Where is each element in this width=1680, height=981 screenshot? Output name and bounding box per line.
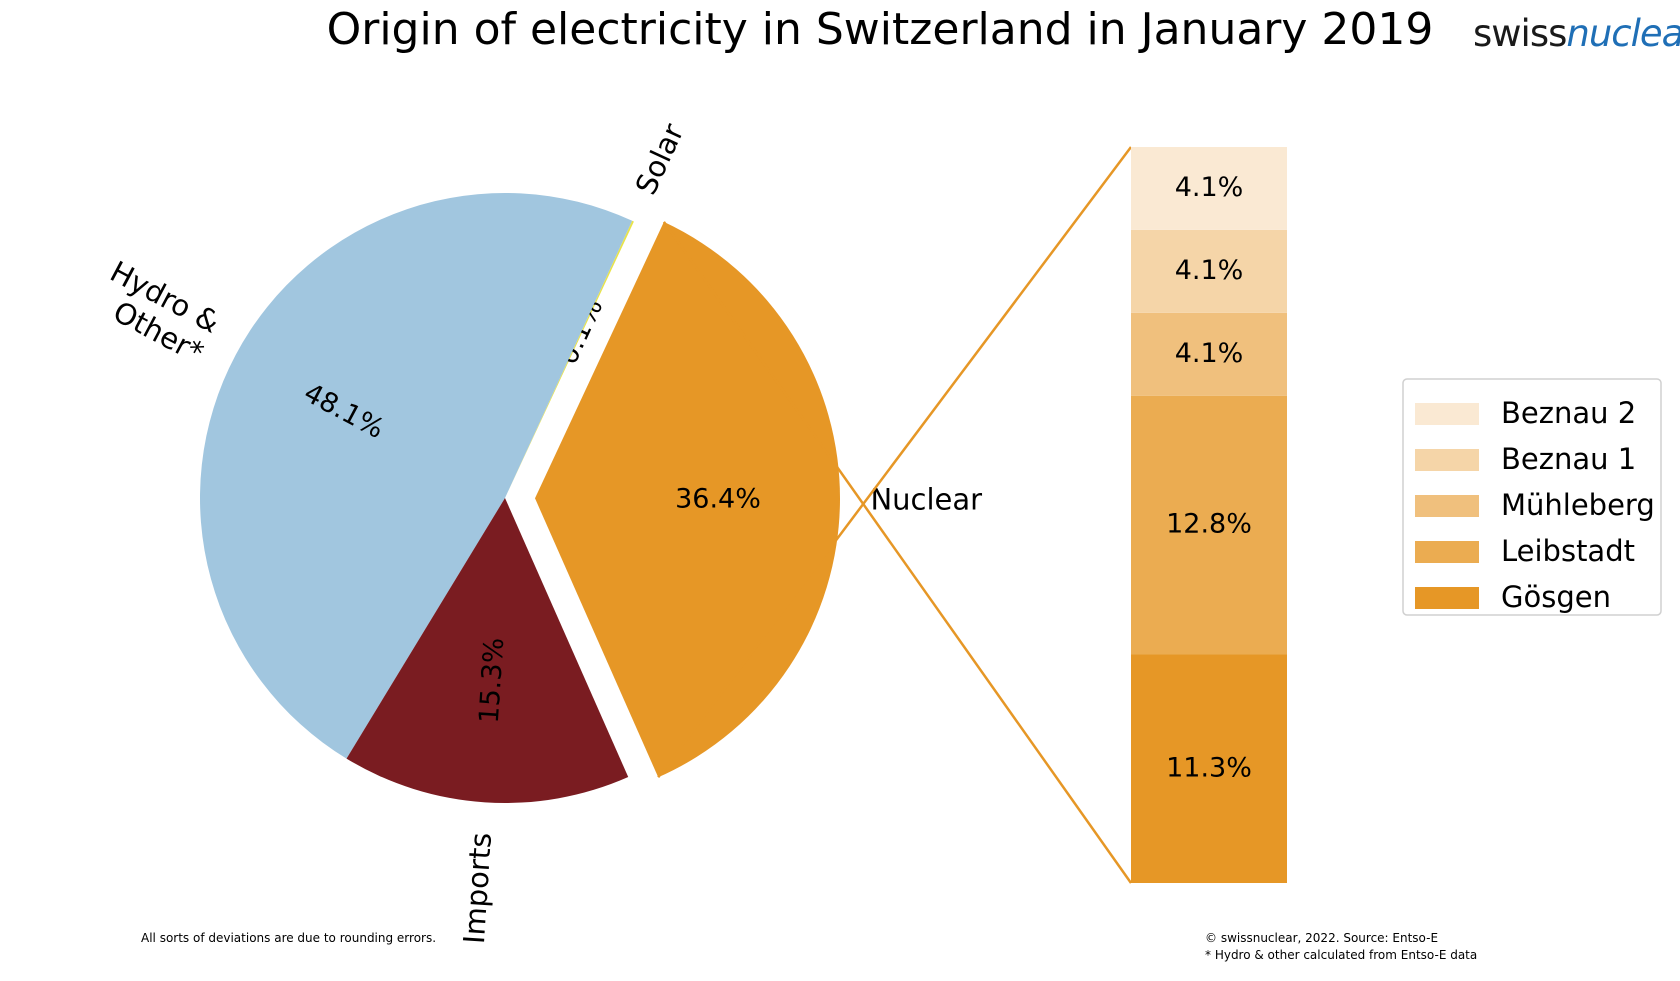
connector-line-top [657, 146, 1132, 779]
pie-category-label-imports: Imports [457, 832, 498, 945]
pie-slice-imports [346, 498, 629, 804]
bar-segment-beznau-2 [1131, 147, 1287, 230]
pie-slice-solar [505, 220, 634, 499]
legend-label-m-hleberg: Mühleberg [1501, 488, 1655, 522]
pie-category-label-hydro-other: Hydro &Other* [89, 254, 225, 370]
swissnuclear-logo: swissnuclear [1473, 12, 1680, 55]
legend-label-g-sgen: Gösgen [1501, 580, 1611, 614]
legend-swatch-g-sgen [1415, 587, 1479, 609]
legend-label-beznau-1: Beznau 1 [1501, 442, 1636, 476]
legend: Beznau 2 Beznau 1 Mühleberg Leibstadt Gösgen [1402, 378, 1662, 616]
source-notes: © swissnuclear, 2022. Source: Entso-E * … [1205, 930, 1477, 964]
connector-line-bottom [662, 221, 1133, 884]
pie-value-label-imports: 15.3% [474, 637, 511, 725]
pie-category-label-line: Solar [629, 118, 691, 199]
footnote: * Hydro & other calculated from Entso-E … [1205, 948, 1478, 962]
bar-value-label-beznau-1: 4.1% [1175, 255, 1244, 286]
logo-text-swiss: swiss [1473, 12, 1567, 55]
bar-value-label-m-hleberg: 4.1% [1175, 338, 1244, 369]
bar-segment-g-sgen [1131, 654, 1287, 883]
copyright-note: © swissnuclear, 2022. Source: Entso-E [1205, 931, 1439, 945]
chart-title: Origin of electricity in Switzerland in … [327, 4, 1434, 55]
bar-value-label-leibstadt: 12.8% [1166, 509, 1252, 540]
legend-label-leibstadt: Leibstadt [1501, 534, 1635, 568]
pie-category-label-line: Imports [457, 832, 498, 945]
pie-category-label-nuclear: Nuclear [870, 483, 982, 517]
pie-value-label-nuclear: 36.4% [675, 484, 761, 515]
connector-lines [657, 146, 1133, 884]
bar-value-label-beznau-2: 4.1% [1175, 172, 1244, 203]
legend-swatch-beznau-2 [1415, 403, 1479, 425]
bar-segment-beznau-1 [1131, 229, 1287, 313]
rounding-note: All sorts of deviations are due to round… [141, 931, 437, 945]
pie-category-label-solar: Solar [629, 118, 691, 199]
pie-slice-hydro-other [200, 193, 633, 759]
legend-swatch-beznau-1 [1415, 449, 1479, 471]
stacked-bar: 11.3% 12.8% 4.1% 4.1% 4.1% [1131, 147, 1287, 883]
bar-value-label-g-sgen: 11.3% [1166, 752, 1252, 783]
legend-swatch-leibstadt [1415, 541, 1479, 563]
legend-label-beznau-2: Beznau 2 [1501, 396, 1636, 430]
legend-swatch-m-hleberg [1415, 495, 1479, 517]
bar-segment-leibstadt [1131, 395, 1287, 655]
logo-text-nuclear: nuclear [1566, 12, 1680, 55]
bar-segment-m-hleberg [1131, 312, 1287, 396]
pie-category-label-line: Nuclear [870, 483, 982, 517]
